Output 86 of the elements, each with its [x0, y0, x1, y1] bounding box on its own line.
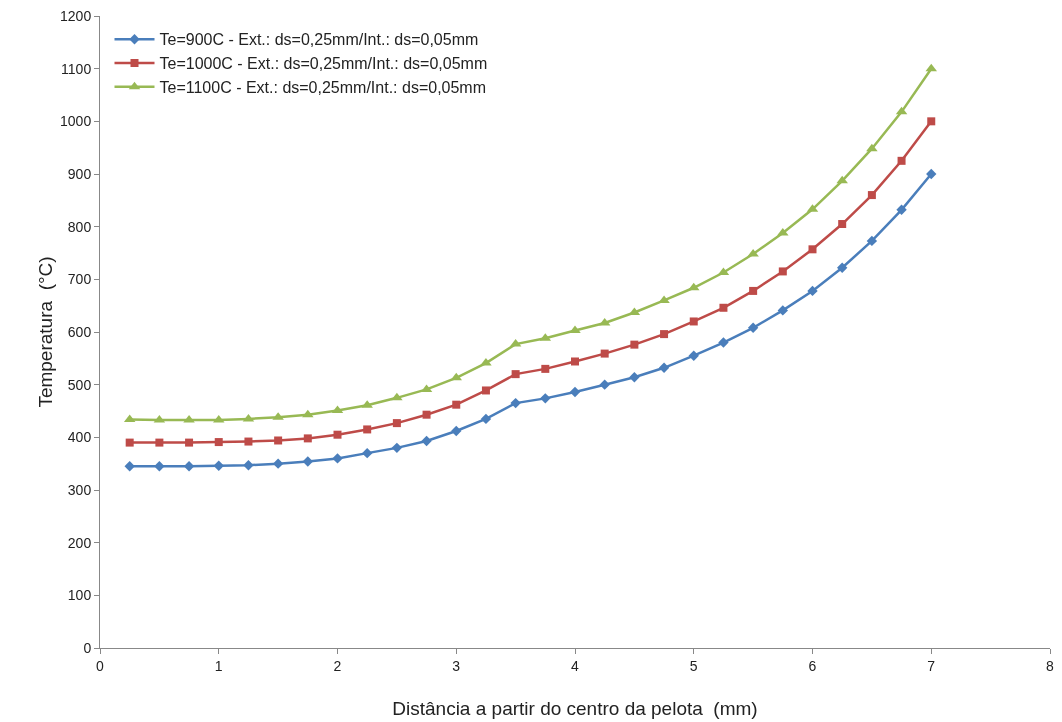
point	[363, 425, 372, 434]
y-tick-label: 1200	[60, 7, 92, 24]
point	[244, 437, 253, 446]
x-tick-label: 3	[452, 657, 461, 674]
x-tick-label: 8	[1046, 657, 1055, 674]
point	[392, 419, 401, 428]
point	[866, 143, 878, 152]
point	[185, 438, 194, 447]
point	[125, 438, 134, 447]
point	[302, 409, 314, 418]
y-tick-label: 100	[67, 587, 92, 604]
point	[599, 379, 610, 390]
point	[630, 340, 639, 349]
x-tick-label: 2	[333, 657, 342, 674]
point	[569, 386, 581, 398]
point	[897, 156, 906, 165]
y-tick-label: 900	[67, 165, 92, 182]
y-tick-label: 0	[83, 639, 92, 656]
point	[777, 305, 789, 316]
point	[510, 397, 521, 409]
point	[421, 435, 432, 447]
point	[451, 425, 462, 437]
point	[926, 168, 937, 180]
y-tick-label: 1100	[61, 60, 92, 77]
point	[629, 372, 640, 383]
point	[807, 285, 818, 297]
point	[571, 357, 579, 366]
point	[302, 456, 314, 467]
point	[155, 438, 164, 447]
point	[747, 322, 759, 333]
legend-label: Te=1000C - Ext.: ds=0,25mm/Int.: ds=0,05mm	[159, 55, 488, 73]
point	[422, 410, 431, 419]
point	[213, 460, 224, 471]
point	[660, 330, 669, 339]
point	[243, 460, 254, 471]
point	[867, 191, 876, 200]
x-tick-label: 0	[96, 657, 105, 674]
point	[778, 267, 787, 276]
y-tick-label: 400	[67, 429, 92, 446]
point	[124, 461, 135, 472]
point	[183, 461, 195, 472]
point	[749, 286, 758, 295]
point	[896, 204, 907, 216]
y-tick-label: 800	[67, 218, 92, 235]
point	[332, 453, 343, 464]
point	[540, 393, 551, 404]
point	[658, 362, 670, 374]
x-tick-label: 6	[808, 657, 817, 674]
point	[718, 337, 729, 348]
legend-label: Te=1100C - Ext.: ds=0,25mm/Int.: ds=0,05mm	[159, 79, 487, 97]
point	[214, 438, 223, 447]
point	[688, 350, 699, 361]
point	[836, 175, 848, 184]
y-tick-label: 200	[67, 534, 92, 551]
point	[719, 303, 728, 312]
y-tick-label: 1000	[60, 113, 92, 130]
y-tick-label: 500	[67, 376, 92, 393]
legend-label: Te=900C - Ext.: ds=0,25mm/Int.: ds=0,05mm	[159, 31, 479, 49]
point	[272, 458, 284, 469]
point	[480, 413, 492, 425]
point	[154, 461, 165, 472]
x-tick-label: 1	[214, 657, 223, 674]
y-axis-title: Temperatura (°C)	[35, 256, 56, 408]
point	[836, 262, 848, 273]
point	[452, 400, 461, 409]
point	[866, 235, 878, 247]
point	[541, 364, 550, 373]
x-tick-label: 5	[689, 657, 698, 674]
x-tick-label: 7	[927, 657, 936, 674]
x-tick-label: 4	[571, 657, 580, 674]
y-tick-label: 600	[67, 323, 92, 340]
point	[333, 430, 342, 439]
point	[274, 436, 283, 445]
y-tick-label: 700	[67, 271, 92, 288]
point	[481, 386, 490, 395]
point	[600, 349, 609, 358]
point	[361, 447, 373, 459]
x-axis-title: Distância a partir do centro da pelota (mm)	[392, 698, 758, 719]
point	[511, 370, 520, 379]
y-tick-label: 300	[67, 481, 92, 498]
point	[303, 434, 312, 443]
point	[808, 245, 817, 254]
point	[391, 442, 403, 454]
point	[927, 117, 936, 126]
point	[838, 220, 847, 229]
point	[689, 317, 698, 326]
